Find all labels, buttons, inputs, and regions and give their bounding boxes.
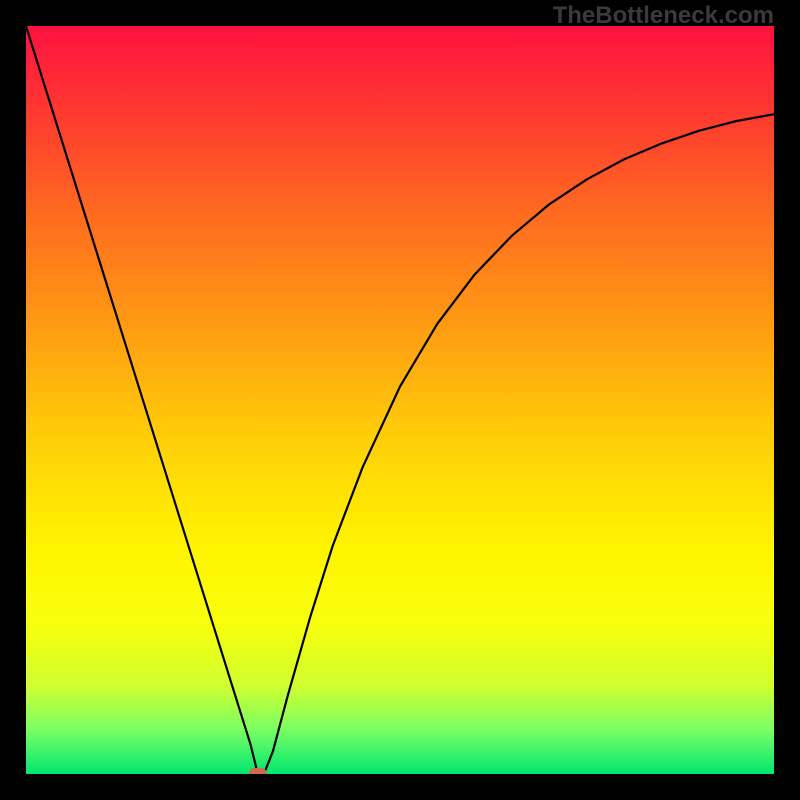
plot-area bbox=[26, 26, 774, 774]
chart-container: TheBottleneck.com bbox=[0, 0, 800, 800]
gradient-background bbox=[26, 26, 774, 774]
plot-svg bbox=[26, 26, 774, 774]
watermark-text: TheBottleneck.com bbox=[553, 2, 774, 30]
minimum-marker bbox=[249, 769, 266, 775]
